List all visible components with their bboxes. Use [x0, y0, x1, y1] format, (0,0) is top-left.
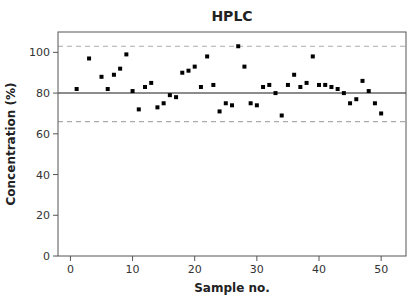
point: [143, 85, 147, 89]
tick-label: 10: [126, 263, 140, 276]
point: [230, 103, 234, 107]
point: [100, 75, 104, 79]
point: [317, 83, 321, 87]
point: [205, 54, 209, 58]
tick-mark: [53, 174, 58, 175]
tick-mark: [53, 133, 58, 134]
point: [249, 101, 253, 105]
point: [162, 101, 166, 105]
reference-line: [58, 121, 406, 122]
tick-mark: [256, 256, 257, 261]
tick-label: 50: [374, 263, 388, 276]
point: [149, 81, 153, 85]
point: [323, 83, 327, 87]
reference-line: [58, 92, 406, 94]
point: [187, 69, 191, 73]
point: [218, 109, 222, 113]
point: [361, 79, 365, 83]
tick-label: 0: [43, 250, 50, 263]
point: [155, 105, 159, 109]
tick-label: 20: [188, 263, 202, 276]
title: HPLC: [211, 8, 252, 24]
tick-label: 100: [29, 46, 50, 59]
point: [174, 95, 178, 99]
tick-label: 80: [36, 87, 50, 100]
chart: 0 20 40 60 80 100 0 10 20 30 40 50 HPLC Sample no. Con…: [0, 0, 420, 300]
point: [329, 85, 333, 89]
point: [118, 67, 122, 71]
point: [211, 83, 215, 87]
point: [367, 89, 371, 93]
point: [124, 52, 128, 56]
point: [87, 56, 91, 60]
tick-mark: [70, 256, 71, 261]
plot-frame: [58, 32, 406, 256]
tick-mark: [53, 93, 58, 94]
point: [373, 101, 377, 105]
x-axis-label: Sample no.: [194, 281, 270, 295]
tick-label: 60: [36, 128, 50, 141]
point: [112, 73, 116, 77]
tick-mark: [319, 256, 320, 261]
point: [286, 83, 290, 87]
point: [199, 85, 203, 89]
axes: 0 20 40 60 80 100 0 10 20 30 40 50: [29, 46, 388, 276]
point: [193, 65, 197, 69]
point: [131, 89, 135, 93]
tick-mark: [53, 215, 58, 216]
point: [311, 54, 315, 58]
point: [292, 73, 296, 77]
point: [137, 107, 141, 111]
tick-mark: [381, 256, 382, 261]
tick-label: 40: [312, 263, 326, 276]
point: [305, 81, 309, 85]
tick-mark: [132, 256, 133, 261]
tick-mark: [53, 256, 58, 257]
plot-area: [58, 32, 406, 256]
point: [255, 103, 259, 107]
tick-mark: [194, 256, 195, 261]
point: [336, 87, 340, 91]
point: [274, 91, 278, 95]
point: [354, 97, 358, 101]
point: [242, 65, 246, 69]
tick-label: 30: [250, 263, 264, 276]
point: [280, 113, 284, 117]
tick-label: 0: [67, 263, 74, 276]
point: [224, 101, 228, 105]
y-axis-label: Concentration (%): [4, 83, 18, 206]
reference-line: [58, 46, 406, 47]
point: [236, 44, 240, 48]
tick-label: 40: [36, 169, 50, 182]
point: [168, 93, 172, 97]
marks: [58, 44, 406, 121]
point: [180, 71, 184, 75]
point: [267, 83, 271, 87]
tick-label: 20: [36, 209, 50, 222]
point: [298, 85, 302, 89]
point: [261, 85, 265, 89]
tick-mark: [53, 52, 58, 53]
point: [342, 91, 346, 95]
point: [379, 111, 383, 115]
point: [106, 87, 110, 91]
point: [348, 101, 352, 105]
point: [75, 87, 79, 91]
